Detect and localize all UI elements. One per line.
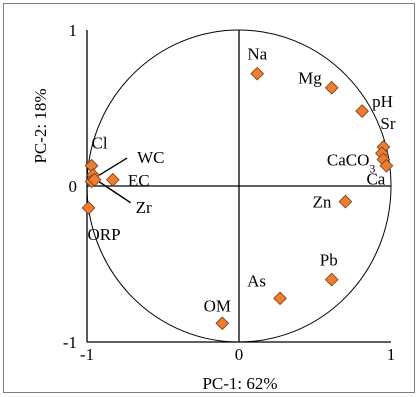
- data-point-marker: [215, 316, 230, 331]
- data-point-marker: [338, 194, 353, 209]
- x-tick-label: -1: [80, 345, 94, 364]
- point-label: Mg: [298, 69, 322, 88]
- y-tick-label: -1: [63, 333, 77, 352]
- point-label: OM: [204, 296, 231, 315]
- x-tick-label: 0: [235, 345, 244, 364]
- data-point-marker: [324, 272, 339, 287]
- point-label: Zn: [313, 193, 332, 212]
- data-points: [81, 66, 394, 331]
- point-label: ORP: [88, 225, 121, 244]
- y-tick-label: 1: [69, 21, 78, 40]
- point-label: Zr: [136, 198, 152, 217]
- point-label: Cl: [92, 134, 108, 153]
- data-point-marker: [355, 104, 369, 118]
- point-label: CaCO3: [327, 150, 376, 175]
- data-point-marker: [379, 158, 394, 173]
- y-axis-label: PC-2: 18%: [31, 88, 50, 163]
- point-label: As: [247, 271, 266, 290]
- point-label: EC: [128, 171, 150, 190]
- x-axis-label: PC-1: 62%: [202, 374, 277, 393]
- zr-leader-line: [97, 180, 131, 204]
- data-point-marker: [324, 80, 339, 95]
- point-label: Na: [247, 45, 267, 64]
- data-point-marker: [250, 66, 265, 81]
- x-tick-label: 1: [387, 345, 396, 364]
- point-label: Sr: [380, 114, 395, 133]
- data-point-marker: [273, 291, 287, 306]
- point-label: pH: [372, 92, 393, 111]
- point-label: WC: [137, 148, 164, 167]
- point-label: Ca: [366, 170, 385, 189]
- label-leader-lines: [95, 157, 131, 204]
- y-tick-label: 0: [69, 177, 78, 196]
- axes: [86, 29, 392, 343]
- data-point-marker: [81, 200, 96, 215]
- tick-labels: -1 0 1 1 0 -1: [63, 21, 395, 364]
- data-point-marker: [87, 172, 102, 187]
- chart-frame: [3, 3, 415, 393]
- point-label: Pb: [320, 251, 338, 270]
- data-point-marker: [105, 172, 120, 187]
- wc-leader-line: [95, 157, 128, 178]
